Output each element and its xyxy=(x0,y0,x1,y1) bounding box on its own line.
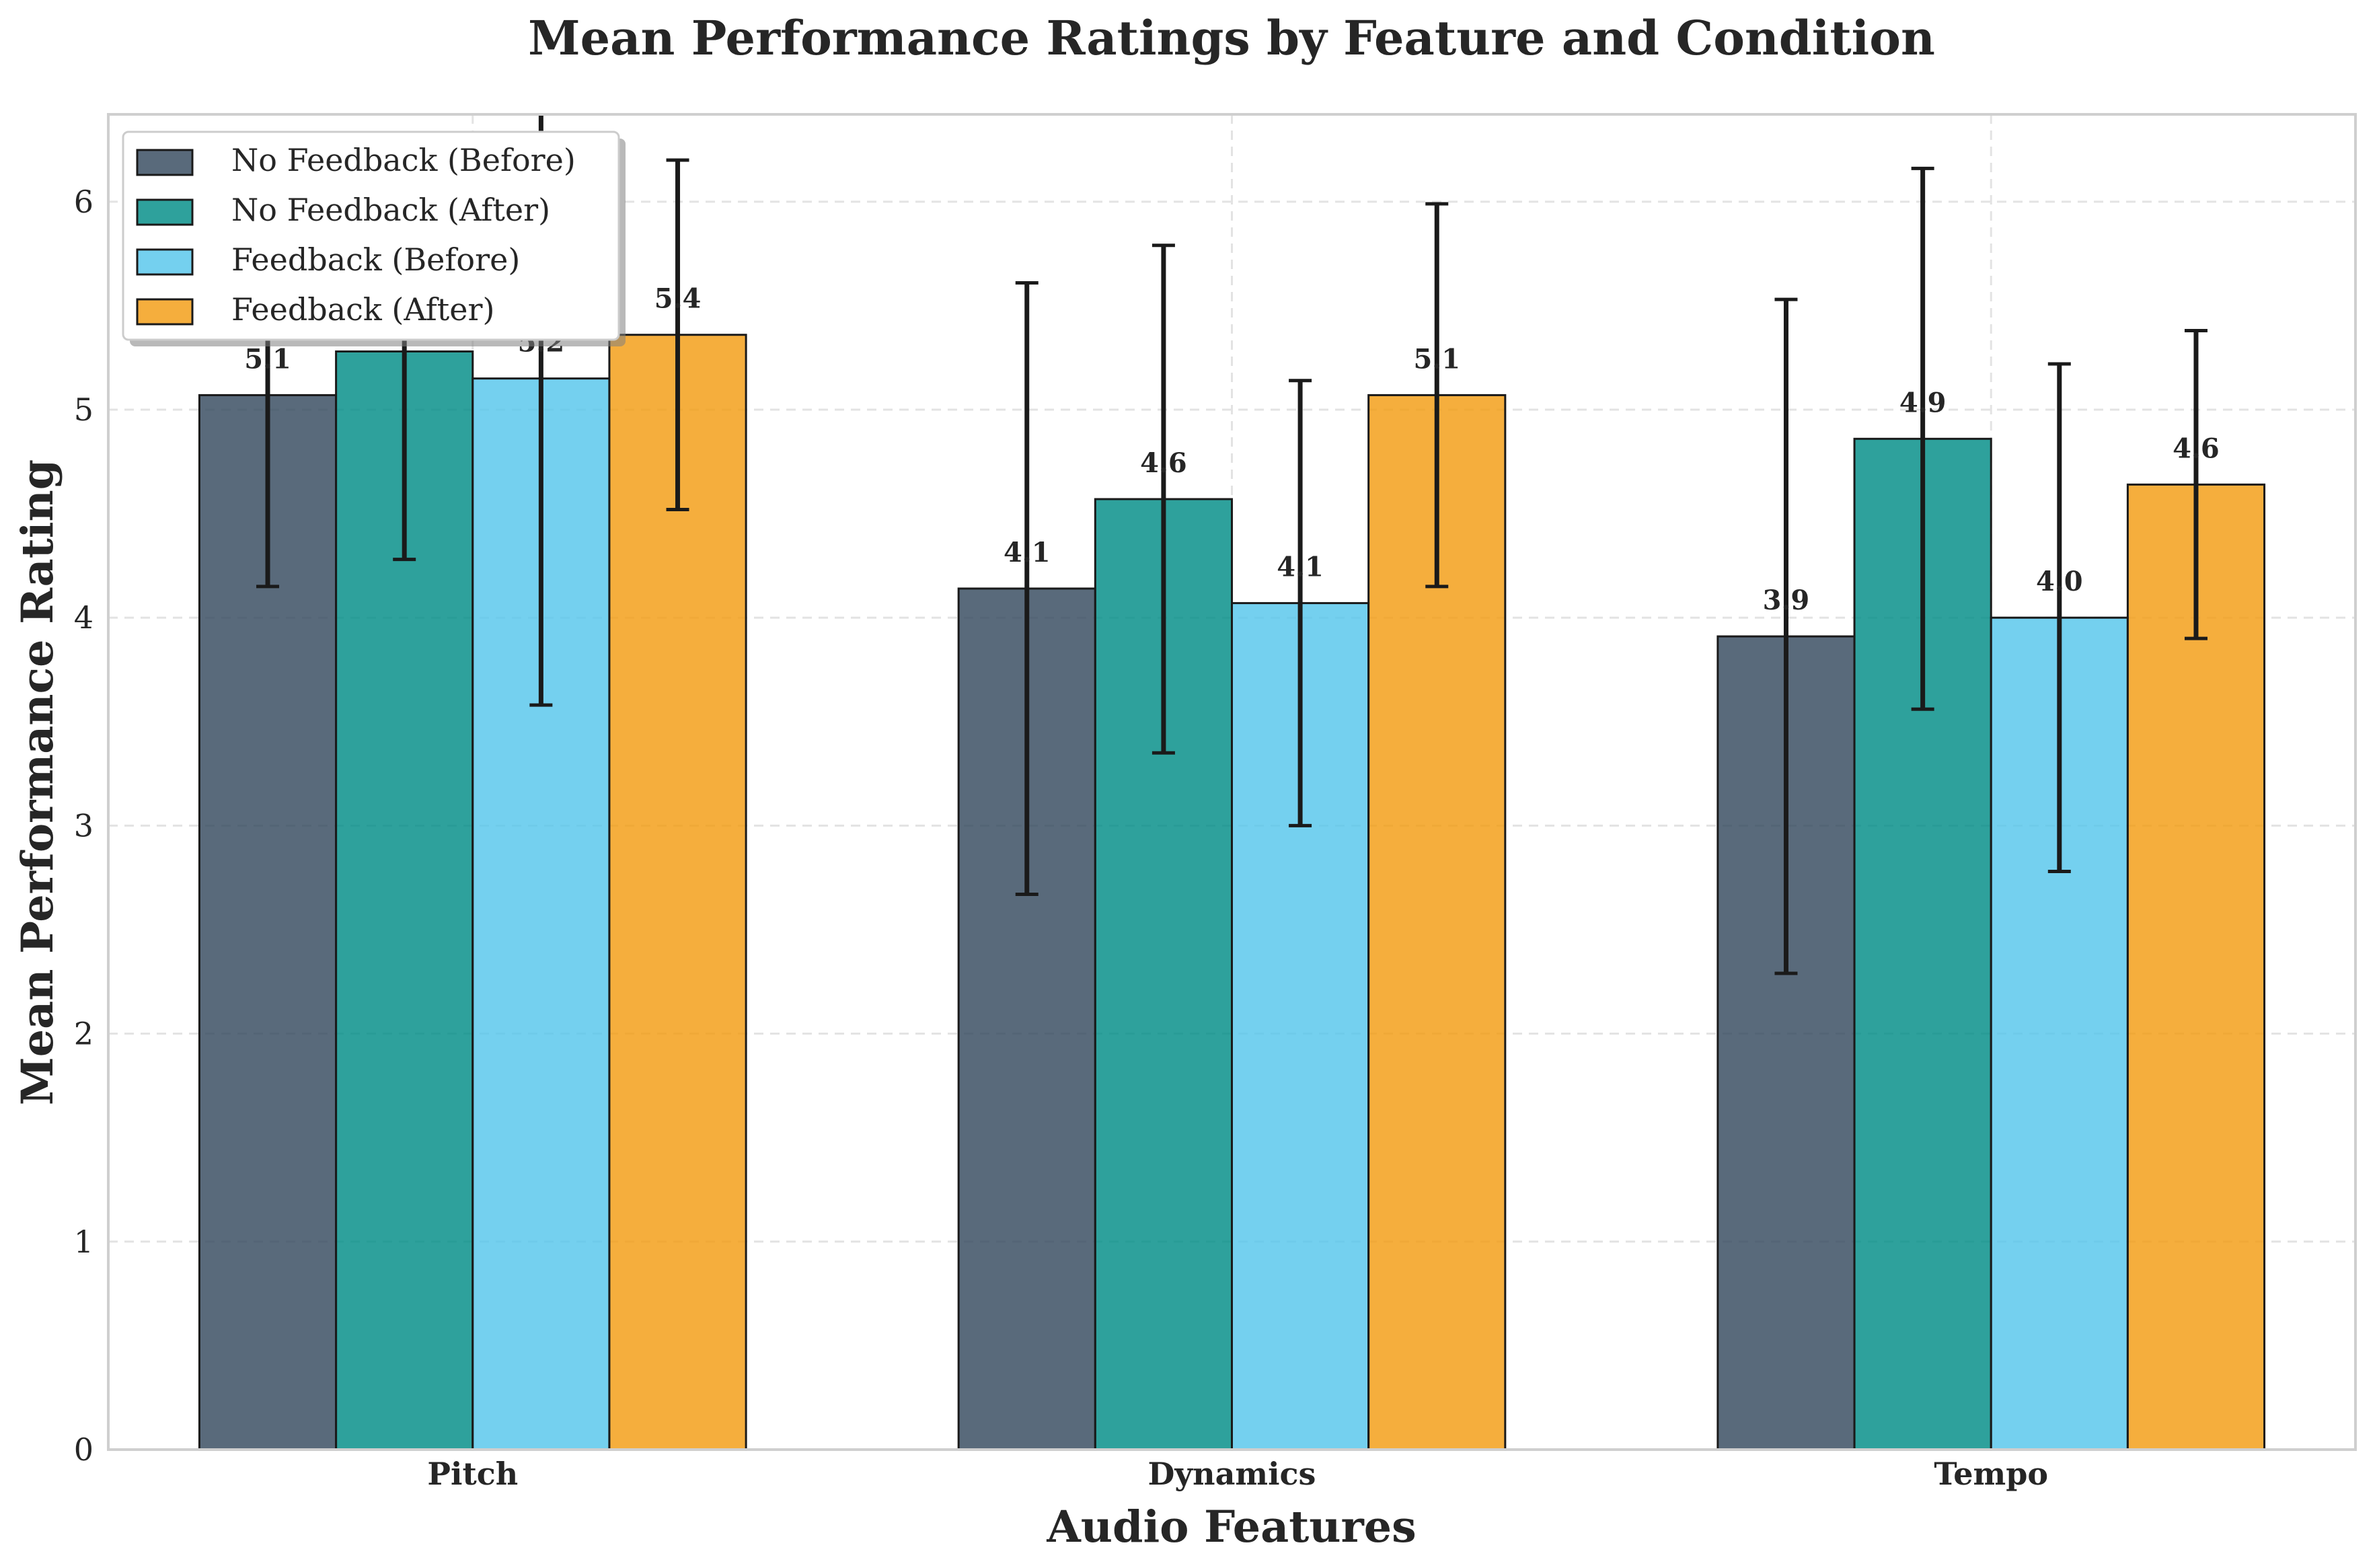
axis-layer: 0 1 2 3 4 5 6 Pitch Dynamics Tempo xyxy=(74,184,2048,1492)
y-tick-label: 4 xyxy=(74,599,93,636)
bar-value-label: 4.6 xyxy=(2173,433,2220,464)
x-tick-label: Pitch xyxy=(427,1456,518,1492)
legend-swatch xyxy=(136,198,194,226)
y-tick-label: 5 xyxy=(74,391,93,428)
x-tick-label: Dynamics xyxy=(1148,1456,1316,1492)
plot-frame xyxy=(107,113,2357,1451)
bar-value-label: 5.1 xyxy=(244,343,291,375)
legend-swatch xyxy=(136,298,194,326)
bar-value-label: 3.9 xyxy=(1763,585,1810,616)
legend-label: Feedback (Before) xyxy=(231,241,520,278)
legend-label: Feedback (After) xyxy=(231,291,494,328)
bar xyxy=(2126,483,2266,1451)
legend-label: No Feedback (Before) xyxy=(231,142,576,178)
legend-swatch xyxy=(136,248,194,276)
bar-value-label: 4.1 xyxy=(1004,537,1051,568)
bar-value-label: 4.0 xyxy=(2036,566,2083,597)
y-tick-label: 6 xyxy=(74,184,93,220)
y-tick-label: 1 xyxy=(74,1224,93,1260)
bar-value-label: 4.9 xyxy=(1899,387,1947,418)
x-axis-title: Audio Features xyxy=(1046,1501,1416,1553)
y-axis-title: Mean Performance Rating xyxy=(12,459,63,1105)
legend-items: No Feedback (Before) No Feedback (After) F… xyxy=(136,142,576,328)
legend-box xyxy=(122,130,620,341)
x-tick-label: Tempo xyxy=(1934,1456,2048,1492)
legend-label: No Feedback (After) xyxy=(231,192,550,228)
bar-value-label: 5.1 xyxy=(1413,343,1460,375)
y-tick-label: 0 xyxy=(74,1431,93,1468)
bar-value-label: 4.6 xyxy=(1140,447,1187,479)
y-tick-label: 3 xyxy=(74,807,93,844)
bars-layer xyxy=(198,114,2266,1451)
chart-title: Mean Performance Ratings by Feature and … xyxy=(528,10,1935,66)
bar-value-label: 4.1 xyxy=(1277,552,1324,583)
legend: No Feedback (Before) No Feedback (After) F… xyxy=(122,130,626,346)
bar-value-label: 5.4 xyxy=(654,283,702,315)
legend-swatch xyxy=(136,149,194,176)
y-tick-label: 2 xyxy=(74,1016,93,1052)
